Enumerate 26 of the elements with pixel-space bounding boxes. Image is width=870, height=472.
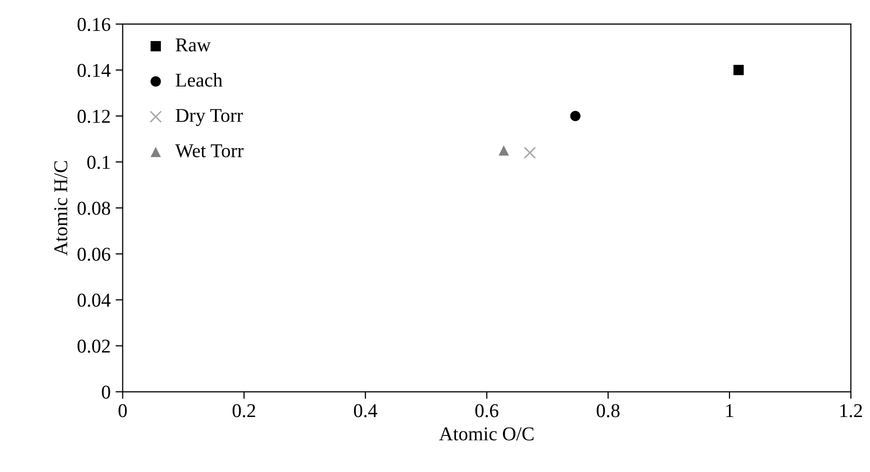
x-tick-label: 0.4 [354,404,378,418]
y-tick-label: 0.04 [78,294,111,307]
x-tick-label: 1 [726,404,734,418]
point [498,145,509,156]
y-tick-label: 0.12 [78,110,110,124]
legend-label: Wet Torr [175,144,244,158]
legend-label: Raw [176,38,211,52]
legend-label: Leach [176,73,222,87]
x-tick-label: 0.6 [475,404,498,418]
y-tick-label: 0.02 [78,340,110,353]
x-tick-label: 1.2 [840,404,862,418]
legend-label: Dry Torr [176,109,243,126]
x-tick-label: 0.8 [596,404,620,418]
x-tick-label: 0 [118,404,127,418]
y-tick-label: 0 [102,386,110,399]
y-axis-title: Atomic H/C [54,161,68,256]
point [570,110,581,122]
x-tick-label: 0.2 [232,404,256,418]
y-tick-label: 0.08 [78,202,110,215]
y-tick-label: 0.06 [78,248,110,261]
y-tick-label: 0.14 [78,64,111,78]
y-tick-label: 0.16 [78,18,110,32]
x-axis-title: Atomic O/C [439,427,534,440]
point [733,64,744,76]
y-tick-label: 0.1 [87,156,110,169]
point [524,146,536,159]
